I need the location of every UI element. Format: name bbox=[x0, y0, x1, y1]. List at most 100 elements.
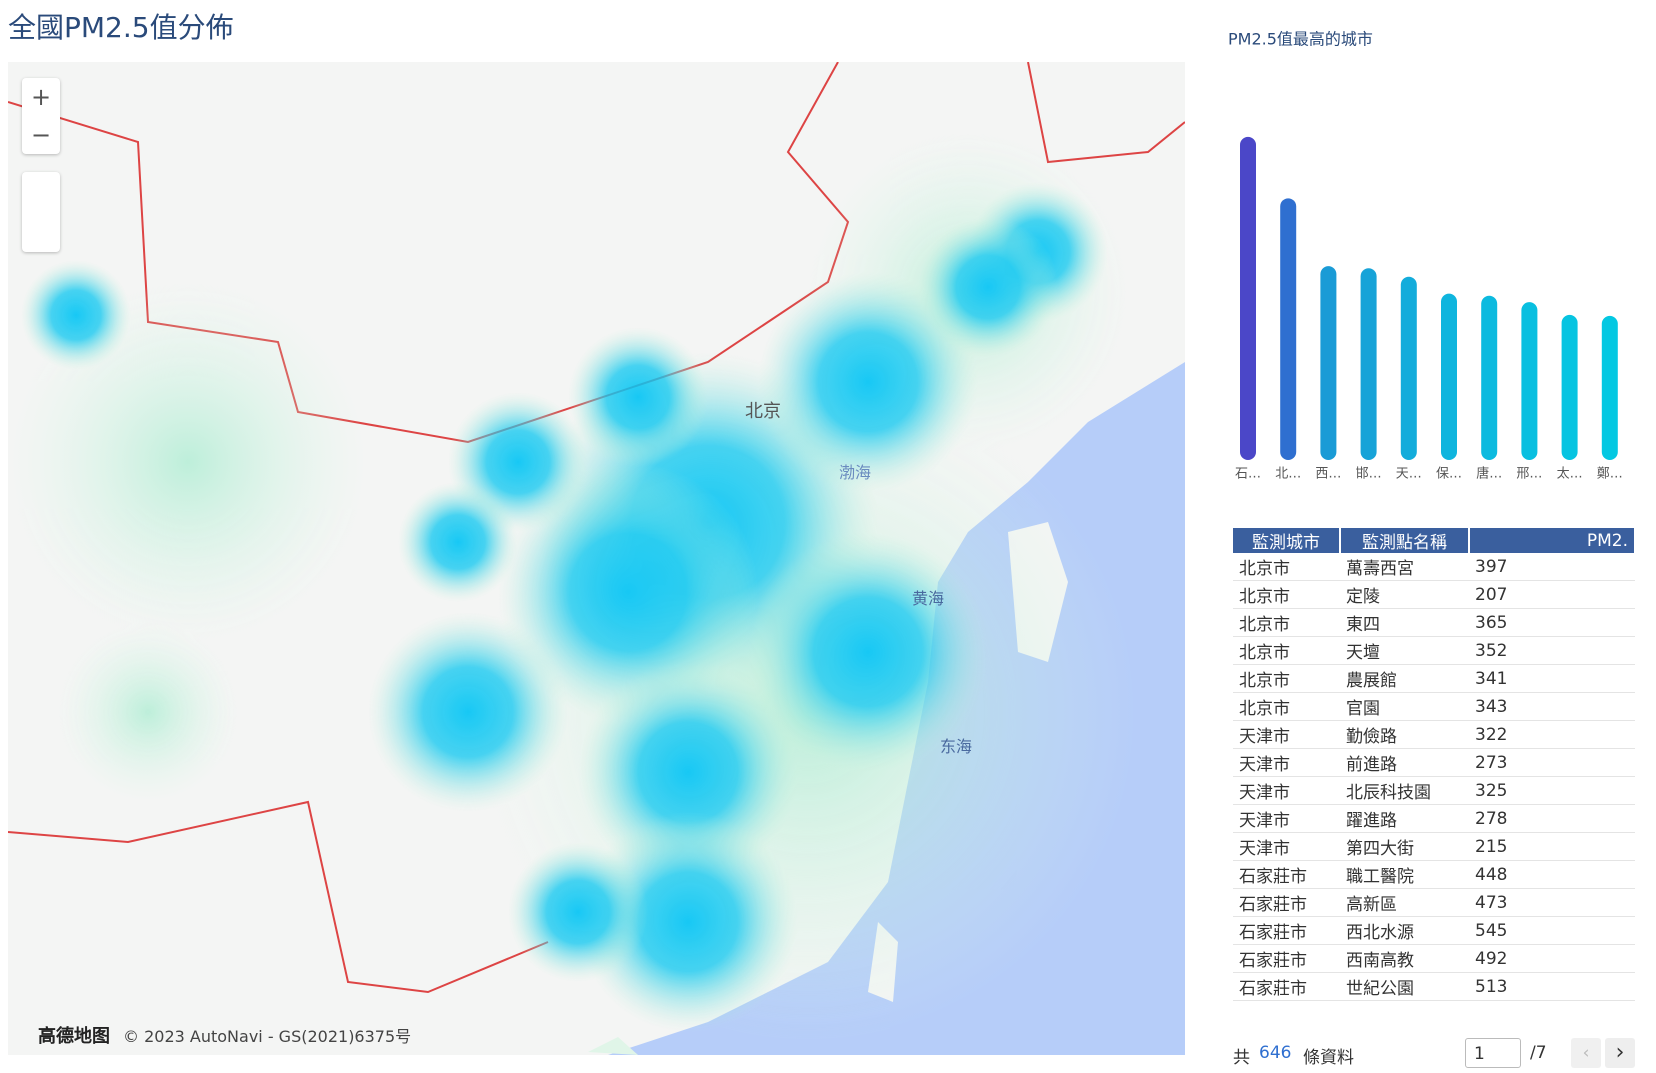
table-row: 北京市 農展館 341 bbox=[1233, 664, 1635, 693]
map-label: 渤海 bbox=[839, 463, 871, 482]
table-cell: 石家莊市 bbox=[1233, 944, 1340, 973]
zoom-control: + − bbox=[22, 78, 60, 154]
bar bbox=[1360, 268, 1377, 460]
total-count: 646 bbox=[1259, 1043, 1292, 1063]
table-cell: 石家莊市 bbox=[1233, 972, 1340, 1001]
column-header[interactable]: PM2. bbox=[1469, 528, 1635, 553]
table-row: 石家莊市 職工醫院 448 bbox=[1233, 860, 1635, 889]
bar bbox=[1601, 315, 1618, 460]
table-cell: 215 bbox=[1469, 832, 1635, 861]
table-cell: 前進路 bbox=[1340, 748, 1469, 777]
x-tick-label: 石… bbox=[1235, 467, 1261, 482]
table-cell: 352 bbox=[1469, 636, 1635, 665]
pagination: 共 646 條資料 1 /7 ‹ › bbox=[1233, 1038, 1635, 1068]
table-cell: 473 bbox=[1469, 888, 1635, 917]
x-tick-label: 西… bbox=[1315, 467, 1341, 482]
zoom-out[interactable]: − bbox=[30, 121, 52, 149]
table-cell: 278 bbox=[1469, 804, 1635, 833]
table-cell: 北京市 bbox=[1233, 692, 1340, 721]
bar bbox=[1441, 293, 1457, 460]
table-cell: 躍進路 bbox=[1340, 804, 1469, 833]
table-row: 天津市 北辰科技園 325 bbox=[1233, 776, 1635, 805]
map-tools[interactable] bbox=[22, 172, 60, 252]
table-cell: 325 bbox=[1469, 776, 1635, 805]
x-tick-label: 北… bbox=[1275, 467, 1301, 482]
table-row: 天津市 躍進路 278 bbox=[1233, 804, 1635, 833]
map-attribution: © 2023 AutoNavi - GS(2021)6375号 bbox=[123, 1027, 411, 1046]
table-cell: 273 bbox=[1469, 748, 1635, 777]
table-cell: 北京市 bbox=[1233, 580, 1340, 609]
table-row: 北京市 官園 343 bbox=[1233, 692, 1635, 721]
heat-map[interactable]: 北京 渤海 黄海 东海 高德地图 © 2023 AutoNavi - GS(20… bbox=[8, 62, 1185, 1055]
table-row: 北京市 萬壽西宮 397 bbox=[1233, 553, 1635, 581]
next-page[interactable]: › bbox=[1605, 1038, 1635, 1068]
prev-page[interactable]: ‹ bbox=[1571, 1038, 1601, 1068]
table-row: 北京市 天壇 352 bbox=[1233, 636, 1635, 665]
bar bbox=[1561, 314, 1578, 460]
table-row: 石家莊市 西南高教 492 bbox=[1233, 944, 1635, 973]
table-cell: 448 bbox=[1469, 860, 1635, 889]
table-cell: 343 bbox=[1469, 692, 1635, 721]
heat-layer bbox=[8, 132, 1138, 1042]
table-cell: 492 bbox=[1469, 944, 1635, 973]
bar bbox=[1280, 198, 1297, 460]
table-cell: 513 bbox=[1469, 972, 1635, 1001]
table-cell: 北京市 bbox=[1233, 553, 1340, 581]
table-cell: 207 bbox=[1469, 580, 1635, 609]
x-tick-label: 鄭… bbox=[1597, 467, 1623, 482]
hainan bbox=[588, 1037, 638, 1055]
x-tick-label: 保… bbox=[1436, 467, 1462, 482]
table-cell: 官園 bbox=[1340, 692, 1469, 721]
map-label: 北京 bbox=[745, 401, 781, 422]
data-table: 監測城市 監測點名稱 PM2. 北京市 萬壽西宮 397 北京市 定陵 207 北京市 東四 365… bbox=[1233, 528, 1635, 1001]
table-cell: 北京市 bbox=[1233, 608, 1340, 637]
table-row: 天津市 勤儉路 322 bbox=[1233, 720, 1635, 749]
bar bbox=[1521, 302, 1538, 460]
page-input[interactable]: 1 bbox=[1465, 1038, 1521, 1068]
total-suffix: 條資料 bbox=[1303, 1048, 1354, 1068]
table-cell: 石家莊市 bbox=[1233, 888, 1340, 917]
table-row: 石家莊市 世紀公園 513 bbox=[1233, 972, 1635, 1001]
table-cell: 天壇 bbox=[1340, 636, 1469, 665]
table-cell: 365 bbox=[1469, 608, 1635, 637]
map-label: 东海 bbox=[940, 737, 972, 756]
table-cell: 322 bbox=[1469, 720, 1635, 749]
x-tick-label: 邯… bbox=[1356, 467, 1382, 482]
chart-title: PM2.5值最高的城市 bbox=[1228, 30, 1373, 49]
table-cell: 天津市 bbox=[1233, 720, 1340, 749]
table-cell: 545 bbox=[1469, 916, 1635, 945]
table-cell: 天津市 bbox=[1233, 776, 1340, 805]
x-tick-label: 天… bbox=[1396, 467, 1422, 482]
column-header[interactable]: 監測城市 bbox=[1233, 528, 1341, 553]
table-cell: 東四 bbox=[1340, 608, 1469, 637]
x-tick-label: 唐… bbox=[1476, 466, 1502, 482]
table-cell: 高新區 bbox=[1340, 888, 1469, 917]
map-label: 黄海 bbox=[912, 589, 944, 608]
table-row: 石家莊市 西北水源 545 bbox=[1233, 916, 1635, 945]
table-cell: 北京市 bbox=[1233, 636, 1340, 665]
table-cell: 第四大街 bbox=[1340, 832, 1469, 861]
bar bbox=[1240, 136, 1256, 460]
table-cell: 世紀公園 bbox=[1340, 972, 1469, 1001]
table-row: 北京市 定陵 207 bbox=[1233, 580, 1635, 609]
zoom-in[interactable]: + bbox=[30, 83, 52, 111]
bar-chart: PM2.5值最高的城市 石… 北… 西… 邯… 天… 保… 唐… 邢… 太… 鄭… bbox=[1228, 30, 1623, 482]
table-cell: 農展館 bbox=[1340, 664, 1469, 693]
bar bbox=[1400, 276, 1417, 460]
table-cell: 天津市 bbox=[1233, 804, 1340, 833]
table-cell: 勤儉路 bbox=[1340, 720, 1469, 749]
table-cell: 天津市 bbox=[1233, 832, 1340, 861]
table-row: 天津市 第四大街 215 bbox=[1233, 832, 1635, 861]
total-prefix: 共 bbox=[1233, 1048, 1250, 1068]
table-row: 石家莊市 高新區 473 bbox=[1233, 888, 1635, 917]
bar bbox=[1320, 266, 1337, 460]
page-count: /7 bbox=[1530, 1043, 1547, 1063]
column-header[interactable]: 監測點名稱 bbox=[1340, 528, 1470, 553]
table-cell: 西南高教 bbox=[1340, 944, 1469, 973]
table-header: 監測城市 監測點名稱 PM2. bbox=[1233, 528, 1635, 553]
table-cell: 北辰科技園 bbox=[1340, 776, 1469, 805]
table-panel: 監測城市 監測點名稱 PM2. 北京市 萬壽西宮 397 北京市 定陵 207 北京市 東四 365… bbox=[1233, 528, 1635, 1018]
table-row: 北京市 東四 365 bbox=[1233, 608, 1635, 637]
table-cell: 石家莊市 bbox=[1233, 916, 1340, 945]
